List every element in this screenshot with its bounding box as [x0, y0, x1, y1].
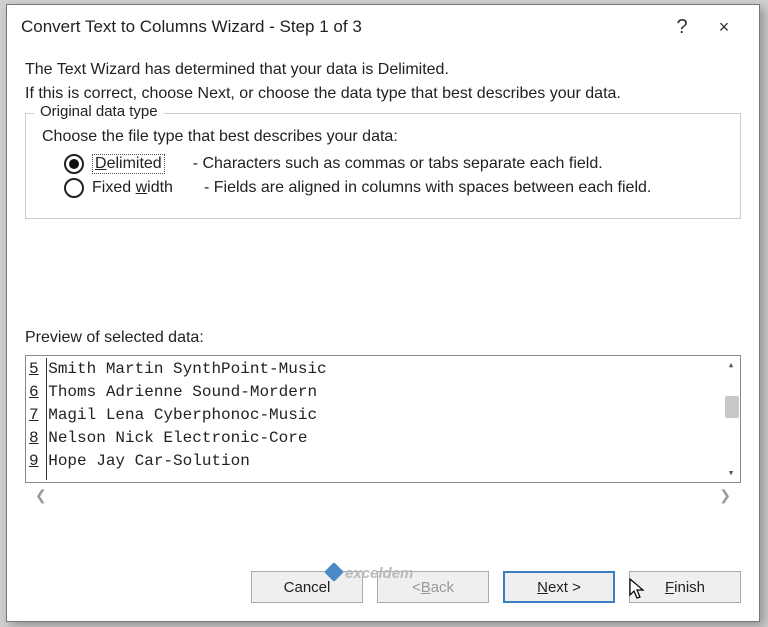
radio-delimited-button[interactable]: [64, 154, 84, 174]
preview-row-number: 6: [29, 381, 39, 404]
preview-row-text: Smith Martin SynthPoint-Music: [39, 360, 327, 378]
wizard-dialog: Convert Text to Columns Wizard - Step 1 …: [6, 4, 760, 622]
preview-row-text: Hope Jay Car-Solution: [39, 452, 250, 470]
preview-row-number: 5: [29, 358, 39, 381]
fieldset-legend: Original data type: [34, 103, 164, 120]
intro-line-2: If this is correct, choose Next, or choo…: [25, 85, 741, 103]
title-bar: Convert Text to Columns Wizard - Step 1 …: [7, 5, 759, 49]
close-button[interactable]: ×: [703, 12, 745, 42]
radio-delimited[interactable]: Delimited - Characters such as commas or…: [64, 154, 724, 174]
back-button: < Back: [377, 571, 489, 603]
preview-label: Preview of selected data:: [25, 329, 741, 347]
radio-delimited-desc: - Characters such as commas or tabs sepa…: [193, 155, 603, 173]
preview-row: 5 Smith Martin SynthPoint-Music: [29, 358, 722, 381]
preview-row: 7 Magil Lena Cyberphonoc-Music: [29, 404, 722, 427]
finish-button[interactable]: Finish: [629, 571, 741, 603]
scroll-up-icon[interactable]: ▴: [722, 356, 740, 374]
scroll-thumb[interactable]: [725, 396, 739, 418]
radio-fixed-width[interactable]: Fixed width - Fields are aligned in colu…: [64, 178, 724, 198]
intro-line-1: The Text Wizard has determined that your…: [25, 61, 741, 79]
radio-delimited-label: Delimited: [92, 154, 165, 174]
dialog-content: The Text Wizard has determined that your…: [7, 49, 759, 565]
preview-row: 9 Hope Jay Car-Solution: [29, 450, 722, 473]
preview-row: 8 Nelson Nick Electronic-Core: [29, 427, 722, 450]
radio-fixed-width-desc: - Fields are aligned in columns with spa…: [204, 179, 651, 197]
help-button[interactable]: ?: [661, 12, 703, 42]
cancel-button[interactable]: Cancel: [251, 571, 363, 603]
fieldset-prompt: Choose the file type that best describes…: [42, 128, 724, 146]
original-data-type-group: Original data type Choose the file type …: [25, 113, 741, 219]
preview-row-text: Magil Lena Cyberphonoc-Music: [39, 406, 317, 424]
preview-row-text: Nelson Nick Electronic-Core: [39, 429, 308, 447]
hscroll-right-icon[interactable]: ❯: [719, 487, 731, 504]
preview-row-text: Thoms Adrienne Sound-Mordern: [39, 383, 317, 401]
preview-row-number: 7: [29, 404, 39, 427]
next-button[interactable]: Next >: [503, 571, 615, 603]
scroll-down-icon[interactable]: ▾: [722, 464, 740, 482]
hscroll-left-icon[interactable]: ❮: [35, 487, 47, 504]
preview-box: 5 Smith Martin SynthPoint-Music6 Thoms A…: [25, 355, 741, 483]
preview-vertical-scrollbar[interactable]: ▴ ▾: [722, 356, 740, 482]
preview-row-number: 9: [29, 450, 39, 473]
preview-row-number: 8: [29, 427, 39, 450]
radio-fixed-width-button[interactable]: [64, 178, 84, 198]
dialog-title: Convert Text to Columns Wizard - Step 1 …: [21, 17, 661, 37]
button-row: Cancel < Back Next > Finish: [7, 565, 759, 621]
preview-horizontal-scrollbar[interactable]: ❮ ❯: [25, 483, 741, 504]
radio-fixed-width-label: Fixed width: [92, 179, 204, 197]
preview-row: 6 Thoms Adrienne Sound-Mordern: [29, 381, 722, 404]
preview-inner: 5 Smith Martin SynthPoint-Music6 Thoms A…: [29, 358, 722, 480]
